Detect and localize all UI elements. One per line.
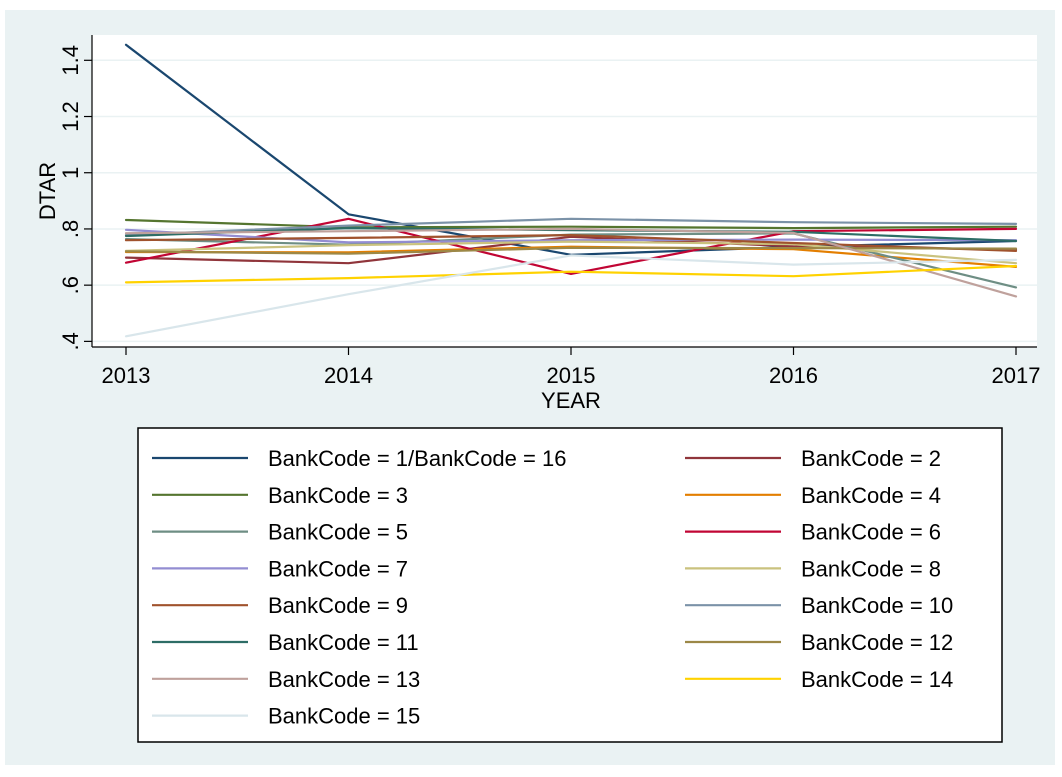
legend-label: BankCode = 3 — [268, 483, 408, 508]
legend-label: BankCode = 5 — [268, 520, 408, 545]
x-tick-label: 2014 — [324, 363, 373, 388]
legend-box — [137, 427, 1003, 743]
series-line-bankcode-10 — [124, 217, 1018, 237]
legend-label: BankCode = 11 — [268, 630, 419, 655]
x-tick-label: 2017 — [992, 363, 1041, 388]
series-line-bankcode-12 — [124, 246, 1018, 255]
y-tick-label: 1.2 — [58, 101, 83, 132]
legend-label: BankCode = 9 — [268, 593, 408, 618]
series-line-bankcode-6 — [124, 217, 1018, 275]
y-axis-title: DTAR — [35, 162, 60, 220]
y-tick-label: .4 — [58, 332, 83, 350]
x-tick-label: 2016 — [769, 363, 818, 388]
series-line-bankcode-11 — [124, 227, 1018, 243]
legend-label: BankCode = 15 — [268, 704, 420, 729]
y-tick-label: 1 — [58, 167, 83, 179]
legend-label: BankCode = 12 — [801, 630, 953, 655]
series-line-bankcode-9 — [124, 234, 1018, 252]
y-tick-label: .8 — [58, 220, 83, 238]
legend-label: BankCode = 14 — [801, 667, 953, 692]
legend-label: BankCode = 8 — [801, 556, 941, 581]
x-tick-label: 2013 — [102, 363, 151, 388]
legend-label: BankCode = 13 — [268, 667, 420, 692]
legend-label: BankCode = 10 — [801, 593, 953, 618]
series-line-bankcode-15 — [124, 254, 1018, 338]
legend-label: BankCode = 4 — [801, 483, 941, 508]
series-line-bankcode-8 — [124, 240, 1018, 265]
y-tick-label: 1.4 — [58, 45, 83, 76]
axes: .4 .6 .8 1 1.2 1.4 2013 2014 2015 2016 2017 — [58, 35, 1040, 388]
x-axis-title: YEAR — [541, 388, 601, 413]
series-line-bankcode-3 — [124, 218, 1018, 230]
legend-label: BankCode = 1/BankCode = 16 — [268, 446, 566, 471]
legend: BankCode = 1/BankCode = 16 BankCode = 2 Ba… — [137, 427, 1003, 743]
series-line-bankcode-13 — [124, 227, 1018, 298]
y-tick-label: .6 — [58, 276, 83, 294]
series-lines — [124, 43, 1018, 338]
plot-area — [92, 35, 1037, 347]
series-line-bankcode-14 — [124, 264, 1018, 284]
legend-label: BankCode = 7 — [268, 556, 408, 581]
legend-label: BankCode = 2 — [801, 446, 941, 471]
x-tick-label: 2015 — [547, 363, 596, 388]
legend-label: BankCode = 6 — [801, 520, 941, 545]
